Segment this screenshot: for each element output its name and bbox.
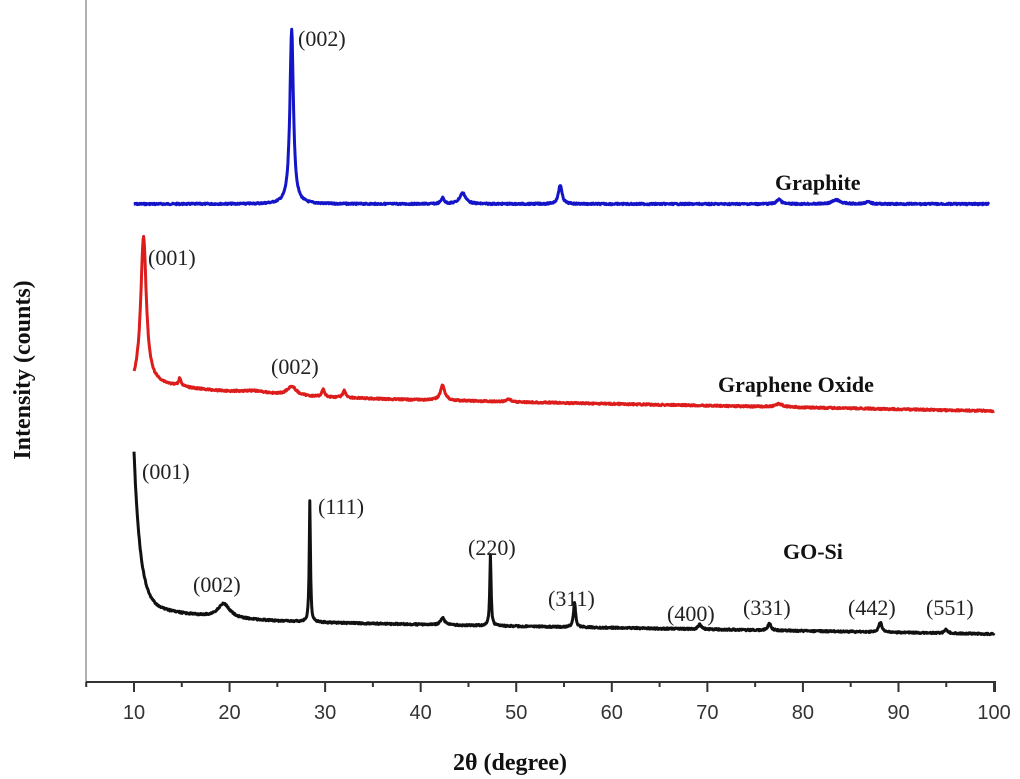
x-tick-label: 50 bbox=[505, 702, 527, 724]
peak-label: (331) bbox=[743, 595, 791, 620]
plot-area: 10 20 30 40 50 60 70 80 90 100 (002)(001)(002)(00… bbox=[85, 0, 1011, 724]
peak-labels: (002) (001) (002) (001) (002) (111) (220) (311)… bbox=[142, 26, 974, 626]
peak-label: (002) bbox=[193, 572, 241, 597]
series-line-graphene-oxide bbox=[132, 234, 996, 414]
x-axis-title: 2θ (degree) bbox=[453, 750, 567, 776]
x-tick-label: 10 bbox=[123, 702, 145, 724]
peak-label: (001) bbox=[148, 245, 196, 270]
x-axis-tick-labels: 10 20 30 40 50 60 70 80 90 100 bbox=[123, 702, 1011, 724]
series-line-go-si bbox=[132, 451, 996, 637]
x-tick-label: 80 bbox=[792, 702, 814, 724]
peak-label: (002) bbox=[271, 354, 319, 379]
x-tick-label: 40 bbox=[410, 702, 432, 724]
peak-label: (002) bbox=[298, 26, 346, 51]
peak-label: (311) bbox=[548, 586, 595, 611]
series-traces bbox=[132, 27, 996, 637]
x-tick-label: 70 bbox=[696, 702, 718, 724]
x-tick-label: 20 bbox=[218, 702, 240, 724]
series-labels: Graphite Graphene Oxide GO-Si bbox=[718, 170, 874, 564]
x-tick-label: 90 bbox=[887, 702, 909, 724]
peak-label: (442) bbox=[848, 595, 896, 620]
peak-label: (001) bbox=[142, 459, 190, 484]
series-label: GO-Si bbox=[783, 539, 843, 564]
peak-label: (111) bbox=[318, 494, 364, 519]
peak-label: (551) bbox=[926, 595, 974, 620]
x-tick-label: 30 bbox=[314, 702, 336, 724]
series-label: Graphene Oxide bbox=[718, 372, 874, 397]
series-line-graphite bbox=[133, 27, 991, 207]
x-tick-label: 100 bbox=[977, 702, 1010, 724]
series-label: Graphite bbox=[775, 170, 861, 195]
x-tick-label: 60 bbox=[601, 702, 623, 724]
peak-label: (400) bbox=[667, 601, 715, 626]
peak-label: (220) bbox=[468, 535, 516, 560]
x-axis-ticks bbox=[85, 681, 996, 692]
y-axis-title: Intensity (counts) bbox=[10, 280, 36, 459]
